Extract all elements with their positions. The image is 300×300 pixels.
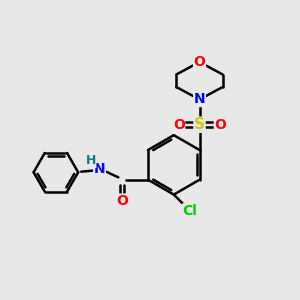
Text: O: O [194, 55, 206, 69]
Text: N: N [194, 92, 205, 106]
Text: O: O [214, 118, 226, 132]
Text: O: O [116, 194, 128, 208]
Text: O: O [173, 118, 184, 132]
Text: S: S [194, 117, 205, 132]
Text: H: H [85, 154, 96, 167]
Text: Cl: Cl [183, 204, 198, 218]
Text: N: N [94, 162, 105, 176]
